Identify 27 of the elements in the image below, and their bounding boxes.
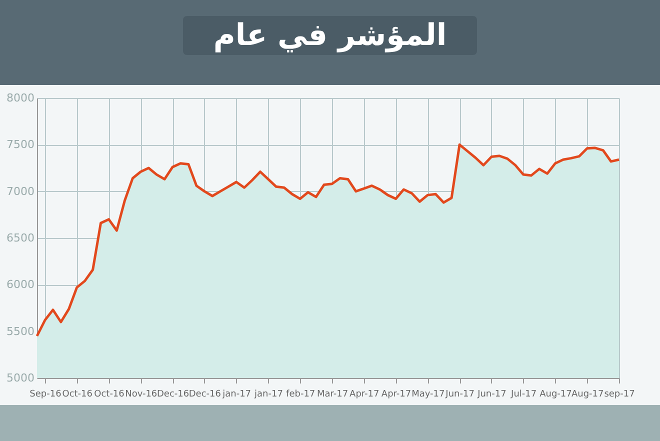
x-tick-label: Apr-17	[350, 390, 380, 400]
y-tick-label: 5000	[6, 372, 34, 384]
y-tick-label: 7500	[6, 138, 34, 152]
x-tick-label: Sep-16	[30, 390, 62, 400]
x-tick-label: Jun-17	[476, 390, 506, 400]
x-tick-label: sep-17	[604, 390, 635, 400]
x-tick-label: Oct-16	[62, 390, 93, 400]
x-tick-label: jan-17	[222, 390, 252, 400]
x-tick-label: Oct-16	[94, 390, 125, 400]
x-tick-label: Jul-17	[510, 390, 537, 400]
x-tick-label: Mar-17	[316, 390, 348, 400]
y-tick-label: 6000	[6, 278, 34, 292]
y-tick-label: 6500	[6, 232, 34, 244]
x-tick-label: jan-17	[253, 390, 283, 400]
x-tick-label: Apr-17	[381, 390, 412, 400]
x-tick-label: May-17	[412, 390, 445, 400]
y-tick-label: 5500	[6, 324, 34, 338]
x-tick-label: Aug-17	[571, 390, 604, 400]
chart-title: المؤشر في عام	[183, 16, 477, 55]
y-tick-label: 7000	[6, 184, 34, 198]
x-tick-label: Dec-16	[156, 390, 190, 400]
y-tick-label: 8000	[6, 92, 34, 104]
x-tick-label: feb-17	[286, 390, 316, 400]
x-tick-label: Dec-16	[188, 390, 222, 400]
x-tick-label: Jun-17	[444, 390, 474, 400]
x-tick-label: Aug-17	[540, 390, 572, 400]
x-tick-label: Nov-16	[125, 390, 158, 400]
